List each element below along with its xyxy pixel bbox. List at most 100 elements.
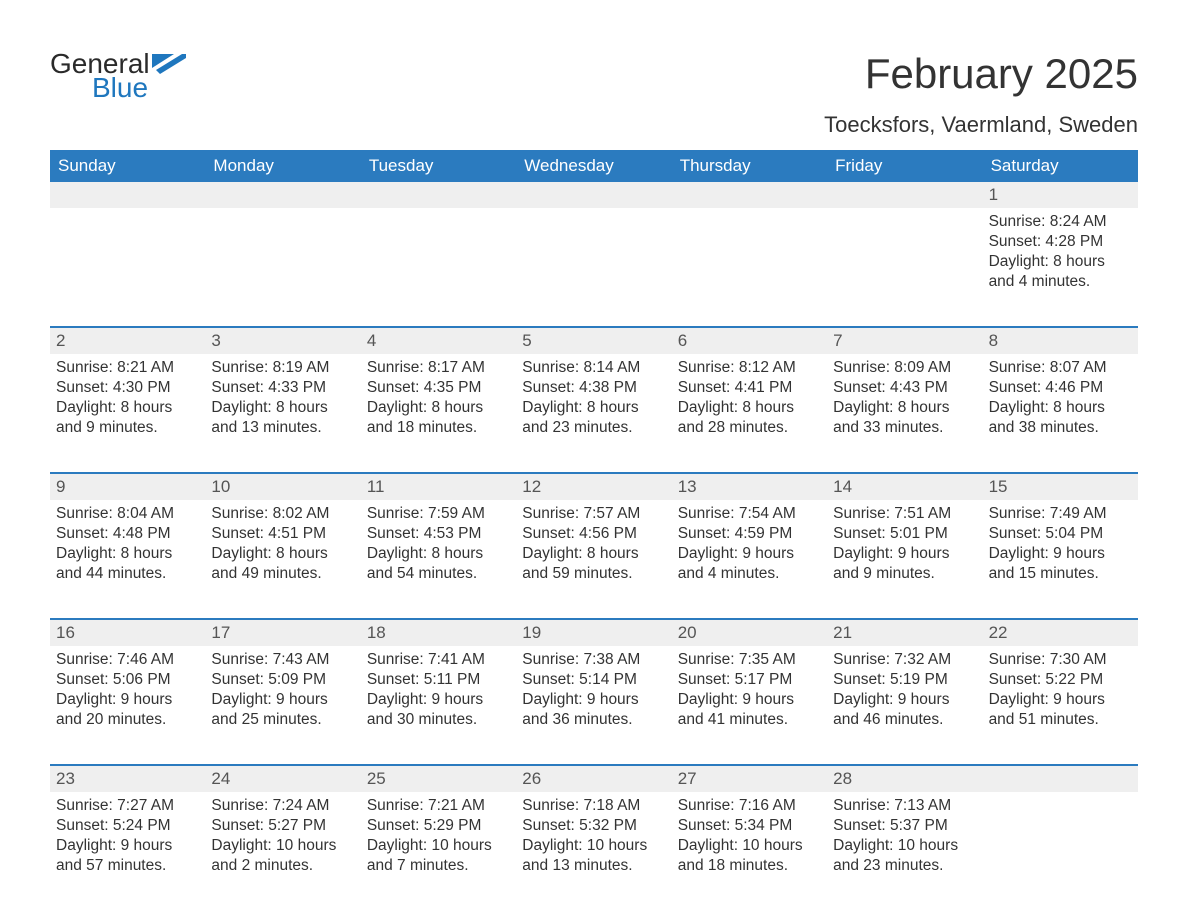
daylight-text: and 4 minutes.: [678, 564, 821, 584]
weekday-label: Sunday: [50, 150, 205, 182]
header: General Blue February 2025 Toecksfors, V…: [50, 50, 1138, 138]
day-cell: [50, 208, 205, 298]
calendar-grid: Sunday Monday Tuesday Wednesday Thursday…: [50, 150, 1138, 882]
day-cell: Sunrise: 7:35 AMSunset: 5:17 PMDaylight:…: [672, 646, 827, 736]
daylight-text: and 18 minutes.: [678, 856, 821, 876]
daylight-text: and 9 minutes.: [833, 564, 976, 584]
daylight-text: and 57 minutes.: [56, 856, 199, 876]
daylight-text: Daylight: 8 hours: [522, 398, 665, 418]
flag-icon: [152, 54, 186, 81]
sunrise-text: Sunrise: 7:46 AM: [56, 650, 199, 670]
weekday-label: Friday: [827, 150, 982, 182]
day-cell: Sunrise: 7:59 AMSunset: 4:53 PMDaylight:…: [361, 500, 516, 590]
daylight-text: Daylight: 10 hours: [211, 836, 354, 856]
sunrise-text: Sunrise: 8:09 AM: [833, 358, 976, 378]
sunrise-text: Sunrise: 7:59 AM: [367, 504, 510, 524]
sunrise-text: Sunrise: 7:49 AM: [989, 504, 1132, 524]
daylight-text: Daylight: 8 hours: [367, 544, 510, 564]
day-cell: Sunrise: 7:54 AMSunset: 4:59 PMDaylight:…: [672, 500, 827, 590]
location-label: Toecksfors, Vaermland, Sweden: [824, 112, 1138, 138]
day-number: 15: [983, 474, 1138, 500]
sunset-text: Sunset: 4:41 PM: [678, 378, 821, 398]
day-number: 1: [983, 182, 1138, 208]
daylight-text: Daylight: 8 hours: [522, 544, 665, 564]
daylight-text: Daylight: 10 hours: [522, 836, 665, 856]
daylight-text: Daylight: 9 hours: [989, 690, 1132, 710]
day-number: 26: [516, 766, 671, 792]
daylight-text: Daylight: 8 hours: [367, 398, 510, 418]
daylight-text: and 2 minutes.: [211, 856, 354, 876]
daylight-text: Daylight: 8 hours: [989, 252, 1132, 272]
brand-text: General Blue: [50, 50, 150, 102]
weekday-label: Wednesday: [516, 150, 671, 182]
sunrise-text: Sunrise: 7:35 AM: [678, 650, 821, 670]
daylight-text: Daylight: 10 hours: [833, 836, 976, 856]
weekday-label: Monday: [205, 150, 360, 182]
sunset-text: Sunset: 5:06 PM: [56, 670, 199, 690]
day-cell: Sunrise: 7:30 AMSunset: 5:22 PMDaylight:…: [983, 646, 1138, 736]
weekday-label: Thursday: [672, 150, 827, 182]
day-number: 11: [361, 474, 516, 500]
calendar-week: 1Sunrise: 8:24 AMSunset: 4:28 PMDaylight…: [50, 182, 1138, 298]
day-cell: [827, 208, 982, 298]
day-number: 27: [672, 766, 827, 792]
day-number: 14: [827, 474, 982, 500]
sunset-text: Sunset: 4:43 PM: [833, 378, 976, 398]
daynum-row: 232425262728: [50, 766, 1138, 792]
day-cell: Sunrise: 8:14 AMSunset: 4:38 PMDaylight:…: [516, 354, 671, 444]
daylight-text: and 54 minutes.: [367, 564, 510, 584]
brand-logo: General Blue: [50, 50, 186, 102]
sunrise-text: Sunrise: 7:51 AM: [833, 504, 976, 524]
day-cell: [516, 208, 671, 298]
sunset-text: Sunset: 5:11 PM: [367, 670, 510, 690]
daylight-text: Daylight: 8 hours: [56, 544, 199, 564]
sunset-text: Sunset: 5:14 PM: [522, 670, 665, 690]
sunset-text: Sunset: 5:17 PM: [678, 670, 821, 690]
daylight-text: and 33 minutes.: [833, 418, 976, 438]
day-number: 19: [516, 620, 671, 646]
weekday-header: Sunday Monday Tuesday Wednesday Thursday…: [50, 150, 1138, 182]
calendar-week: 232425262728Sunrise: 7:27 AMSunset: 5:24…: [50, 764, 1138, 882]
sunset-text: Sunset: 5:24 PM: [56, 816, 199, 836]
day-cell: Sunrise: 7:57 AMSunset: 4:56 PMDaylight:…: [516, 500, 671, 590]
sunset-text: Sunset: 5:09 PM: [211, 670, 354, 690]
day-number: 23: [50, 766, 205, 792]
daylight-text: and 9 minutes.: [56, 418, 199, 438]
daylight-text: and 49 minutes.: [211, 564, 354, 584]
sunset-text: Sunset: 4:48 PM: [56, 524, 199, 544]
weekday-label: Saturday: [983, 150, 1138, 182]
daylight-text: Daylight: 9 hours: [56, 836, 199, 856]
daylight-text: Daylight: 9 hours: [56, 690, 199, 710]
daylight-text: Daylight: 10 hours: [678, 836, 821, 856]
sunrise-text: Sunrise: 7:38 AM: [522, 650, 665, 670]
daylight-text: Daylight: 8 hours: [989, 398, 1132, 418]
day-number: [361, 182, 516, 208]
daylight-text: and 18 minutes.: [367, 418, 510, 438]
sunset-text: Sunset: 4:28 PM: [989, 232, 1132, 252]
brand-blue: Blue: [92, 74, 150, 102]
daylight-text: Daylight: 9 hours: [211, 690, 354, 710]
day-cell: [672, 208, 827, 298]
daynum-row: 9101112131415: [50, 474, 1138, 500]
day-number: [672, 182, 827, 208]
sunset-text: Sunset: 4:46 PM: [989, 378, 1132, 398]
day-cell: Sunrise: 7:46 AMSunset: 5:06 PMDaylight:…: [50, 646, 205, 736]
day-cell: Sunrise: 8:07 AMSunset: 4:46 PMDaylight:…: [983, 354, 1138, 444]
daylight-text: Daylight: 9 hours: [678, 544, 821, 564]
day-cell: Sunrise: 8:19 AMSunset: 4:33 PMDaylight:…: [205, 354, 360, 444]
day-cell: Sunrise: 8:02 AMSunset: 4:51 PMDaylight:…: [205, 500, 360, 590]
day-number: 10: [205, 474, 360, 500]
daylight-text: and 51 minutes.: [989, 710, 1132, 730]
sunset-text: Sunset: 5:04 PM: [989, 524, 1132, 544]
sunset-text: Sunset: 4:30 PM: [56, 378, 199, 398]
sunrise-text: Sunrise: 8:02 AM: [211, 504, 354, 524]
daylight-text: and 30 minutes.: [367, 710, 510, 730]
day-number: 22: [983, 620, 1138, 646]
daylight-text: and 36 minutes.: [522, 710, 665, 730]
day-number: 24: [205, 766, 360, 792]
day-cell: Sunrise: 7:51 AMSunset: 5:01 PMDaylight:…: [827, 500, 982, 590]
sunrise-text: Sunrise: 7:43 AM: [211, 650, 354, 670]
day-cell: Sunrise: 8:24 AMSunset: 4:28 PMDaylight:…: [983, 208, 1138, 298]
calendar-week: 16171819202122Sunrise: 7:46 AMSunset: 5:…: [50, 618, 1138, 736]
sunset-text: Sunset: 5:32 PM: [522, 816, 665, 836]
